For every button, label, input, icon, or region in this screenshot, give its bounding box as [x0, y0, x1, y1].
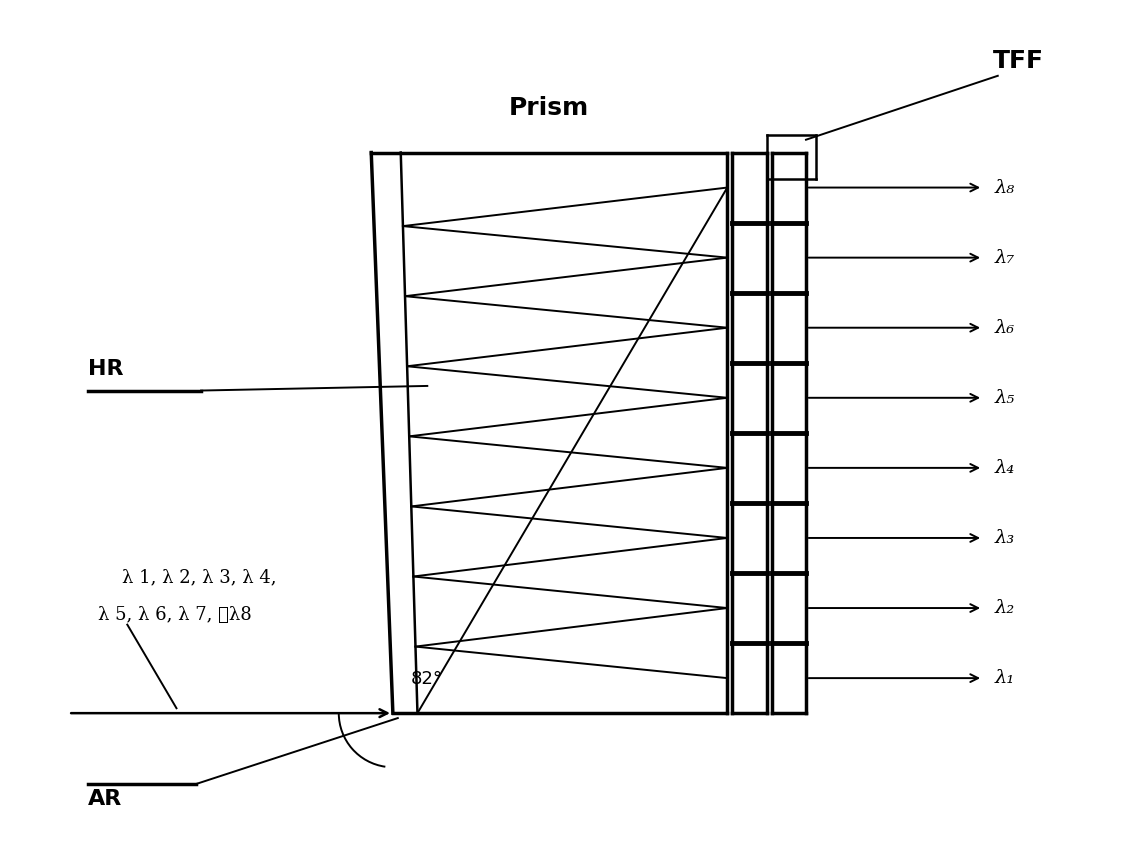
- Text: λ 1, λ 2, λ 3, λ 4,: λ 1, λ 2, λ 3, λ 4,: [122, 569, 277, 586]
- Text: HR: HR: [88, 359, 123, 379]
- Text: λ 5, λ 6, λ 7, 和λ8: λ 5, λ 6, λ 7, 和λ8: [98, 606, 252, 624]
- Text: 82°: 82°: [410, 670, 443, 688]
- Text: λ₅: λ₅: [994, 389, 1015, 407]
- Text: λ₂: λ₂: [994, 599, 1015, 617]
- Text: λ₆: λ₆: [994, 319, 1015, 337]
- Text: λ₁: λ₁: [994, 669, 1015, 687]
- Text: λ₇: λ₇: [994, 249, 1015, 266]
- Text: AR: AR: [88, 788, 122, 809]
- Text: TFF: TFF: [993, 49, 1044, 73]
- Text: λ₈: λ₈: [994, 179, 1015, 196]
- Text: λ₄: λ₄: [994, 459, 1015, 477]
- Text: λ₃: λ₃: [994, 529, 1015, 547]
- Text: Prism: Prism: [510, 96, 590, 120]
